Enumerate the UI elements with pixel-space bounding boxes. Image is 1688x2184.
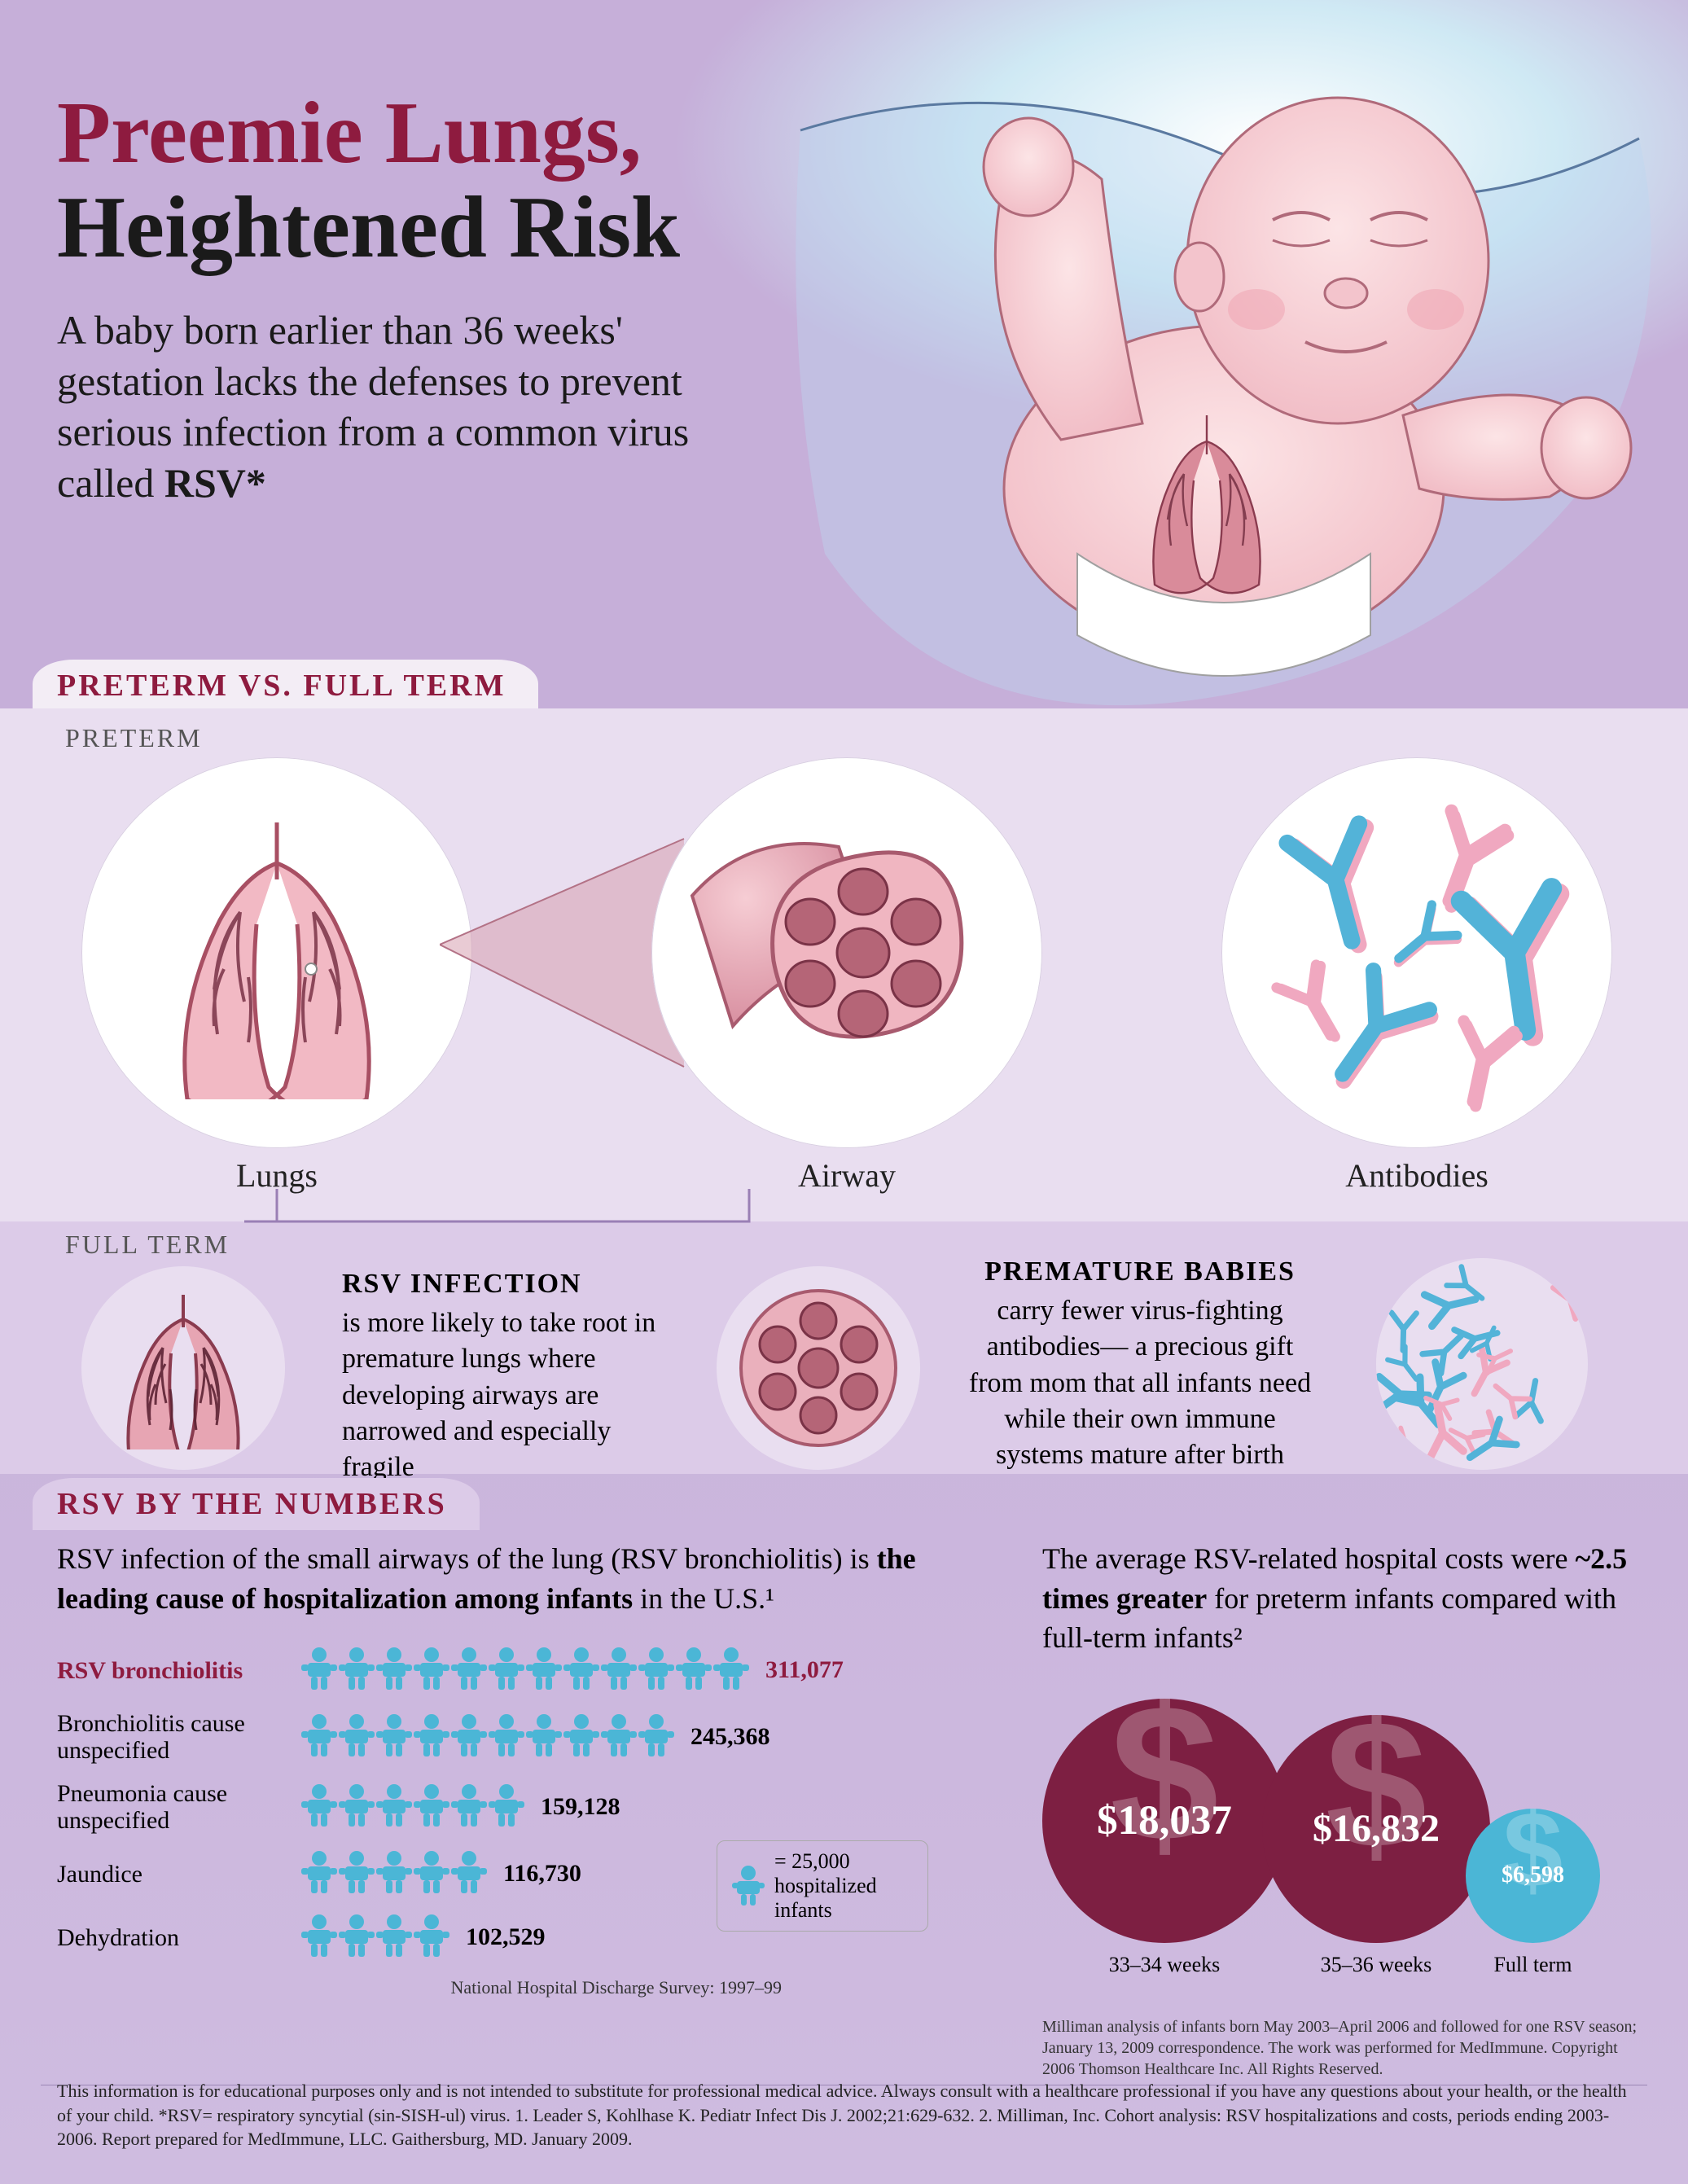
- bar-label: Bronchiolitis cause unspecified: [57, 1710, 301, 1764]
- footer-text: This information is for educational purp…: [57, 2079, 1631, 2151]
- source-left: National Hospital Discharge Survey: 1997…: [57, 1977, 993, 1998]
- section2-tab-wrap: RSV BY THE NUMBERS: [33, 1478, 480, 1530]
- section1-tab-wrap: PRETERM VS. FULL TERM: [33, 660, 538, 712]
- bar-value: 102,529: [466, 1923, 546, 1951]
- title-line1: Preemie Lungs,: [57, 90, 871, 178]
- bar-icons: [301, 1647, 749, 1694]
- fullterm-rsv-text: RSV INFECTION is more likely to take roo…: [342, 1266, 684, 1485]
- fullterm-lungs-icon: [102, 1287, 265, 1449]
- rl-a: The average RSV-related hospital costs w…: [1042, 1542, 1575, 1575]
- dollar-bg-icon: $: [1042, 1699, 1287, 1943]
- ll-c: in the U.S.¹: [633, 1582, 774, 1615]
- infographic-page: Preemie Lungs, Heightened Risk A baby bo…: [0, 0, 1688, 2184]
- bar-label: Dehydration: [57, 1924, 301, 1951]
- right-leadin: The average RSV-related hospital costs w…: [1042, 1539, 1645, 1658]
- header-block: Preemie Lungs, Heightened Risk A baby bo…: [57, 90, 871, 508]
- bar-value: 116,730: [503, 1860, 581, 1888]
- circle-antibodies: [1221, 757, 1612, 1148]
- fullterm-antibodies-icon: [1376, 1258, 1588, 1470]
- infant-icon: [732, 1865, 765, 1907]
- source-right: Milliman analysis of infants born May 20…: [1042, 2016, 1645, 2080]
- dollar-bg-icon: $: [1262, 1715, 1490, 1943]
- intro-rsv: RSV*: [164, 460, 266, 506]
- bar-icons: [301, 1914, 449, 1961]
- numbers-right-column: The average RSV-related hospital costs w…: [1042, 1539, 1645, 2080]
- legend-text: = 25,000 hospitalized infants: [774, 1849, 913, 1923]
- fullterm-label: FULL TERM: [65, 1230, 230, 1260]
- bar-value: 159,128: [541, 1793, 620, 1821]
- bar-value: 245,368: [691, 1723, 770, 1751]
- cost-label-0: 33–34 weeks: [1042, 1953, 1287, 1977]
- section1-title: PRETERM VS. FULL TERM: [33, 660, 538, 712]
- cost-bubble-2: $ $6,598: [1466, 1809, 1600, 1943]
- intro-a: A baby born earlier than 36 weeks' gesta…: [57, 307, 689, 506]
- cost-bubble-0: $ $18,037: [1042, 1699, 1287, 1943]
- bar-icons: [301, 1850, 487, 1897]
- title-line2: Heightened Risk: [57, 184, 871, 272]
- cost-label-2: Full term: [1466, 1953, 1600, 1977]
- fullterm-lungs: [81, 1266, 285, 1470]
- left-leadin: RSV infection of the small airways of th…: [57, 1539, 993, 1618]
- lungs-icon: [130, 806, 423, 1099]
- ab-heading: PREMATURE BABIES: [961, 1254, 1319, 1290]
- ll-a: RSV infection of the small airways of th…: [57, 1542, 877, 1575]
- antibodies-icon: [1221, 757, 1612, 1148]
- bar-label: Jaundice: [57, 1861, 301, 1888]
- fullterm-airway-icon: [725, 1274, 912, 1462]
- rsv-heading: RSV INFECTION: [342, 1266, 684, 1302]
- bar-row-2: Pneumonia cause unspecified 159,128: [57, 1780, 993, 1834]
- icon-legend: = 25,000 hospitalized infants: [717, 1840, 928, 1932]
- cost-bubbles: $ $18,037 33–34 weeks $ $16,832 35–36 we…: [1042, 1674, 1645, 2016]
- circle-airway: [651, 757, 1042, 1148]
- bar-value: 311,077: [765, 1656, 844, 1684]
- airway-icon: [676, 782, 1018, 1124]
- dollar-bg-icon: $: [1466, 1809, 1600, 1943]
- section2-title: RSV BY THE NUMBERS: [33, 1478, 480, 1530]
- fullterm-ab-text: PREMATURE BABIES carry fewer virus-fight…: [961, 1254, 1319, 1473]
- bar-row-1: Bronchiolitis cause unspecified 245,368: [57, 1710, 993, 1764]
- ab-body: carry fewer virus-fighting antibodies— a…: [969, 1296, 1311, 1470]
- bar-label: RSV bronchiolitis: [57, 1657, 301, 1684]
- circle-lungs: [81, 757, 472, 1148]
- intro-text: A baby born earlier than 36 weeks' gesta…: [57, 305, 741, 508]
- fullterm-antibodies: [1376, 1258, 1588, 1470]
- connector-lines: [244, 1189, 1466, 1254]
- cost-bubble-1: $ $16,832: [1262, 1715, 1490, 1943]
- bar-icons: [301, 1783, 524, 1831]
- bar-label: Pneumonia cause unspecified: [57, 1780, 301, 1834]
- preterm-label: PRETERM: [65, 723, 203, 753]
- bar-row-0: RSV bronchiolitis 311,077: [57, 1647, 993, 1694]
- bar-icons: [301, 1713, 674, 1761]
- fullterm-airway: [717, 1266, 920, 1470]
- cost-label-1: 35–36 weeks: [1262, 1953, 1490, 1977]
- rsv-body: is more likely to take root in premature…: [342, 1308, 655, 1482]
